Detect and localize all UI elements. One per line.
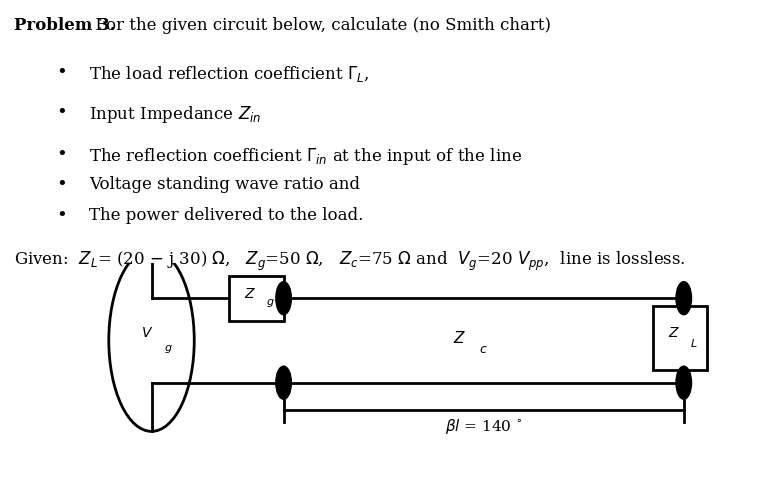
- Text: $L$: $L$: [690, 337, 698, 349]
- Text: $Z$: $Z$: [244, 287, 256, 301]
- Ellipse shape: [276, 366, 291, 399]
- Ellipse shape: [676, 282, 692, 315]
- Text: $g$: $g$: [164, 343, 173, 355]
- Text: Given:  $Z_L$= (20 $-$ j 30) $\Omega$,   $Z_g$=50 $\Omega$,   $Z_c$=75 $\Omega$ : Given: $Z_L$= (20 $-$ j 30) $\Omega$, $Z…: [14, 249, 685, 273]
- Text: The reflection coefficient $\Gamma_{in}$ at the input of the line: The reflection coefficient $\Gamma_{in}$…: [89, 146, 522, 167]
- Text: $\beta l$ = 140 $^{\circ}$: $\beta l$ = 140 $^{\circ}$: [445, 417, 522, 436]
- Text: •: •: [56, 64, 67, 82]
- Text: •: •: [56, 104, 67, 122]
- Bar: [229, 276, 284, 321]
- Text: •: •: [56, 146, 67, 164]
- Text: $g$: $g$: [266, 297, 275, 309]
- Text: Voltage standing wave ratio and: Voltage standing wave ratio and: [89, 176, 361, 193]
- Ellipse shape: [676, 366, 692, 399]
- Text: The load reflection coefficient $\Gamma$$_L$,: The load reflection coefficient $\Gamma$…: [89, 64, 370, 83]
- Text: $Z$: $Z$: [454, 330, 466, 346]
- Text: $Z$: $Z$: [667, 326, 680, 340]
- Text: Problem 3.: Problem 3.: [14, 17, 116, 34]
- Text: •: •: [56, 176, 67, 194]
- Text: The power delivered to the load.: The power delivered to the load.: [89, 207, 364, 224]
- Text: $c$: $c$: [479, 343, 488, 356]
- Text: Input Impedance $Z_{in}$: Input Impedance $Z_{in}$: [89, 104, 262, 125]
- Text: For the given circuit below, calculate (no Smith chart): For the given circuit below, calculate (…: [90, 17, 551, 34]
- Text: $V$: $V$: [141, 326, 154, 340]
- Text: •: •: [56, 207, 67, 225]
- Bar: [653, 306, 707, 370]
- Ellipse shape: [276, 282, 291, 315]
